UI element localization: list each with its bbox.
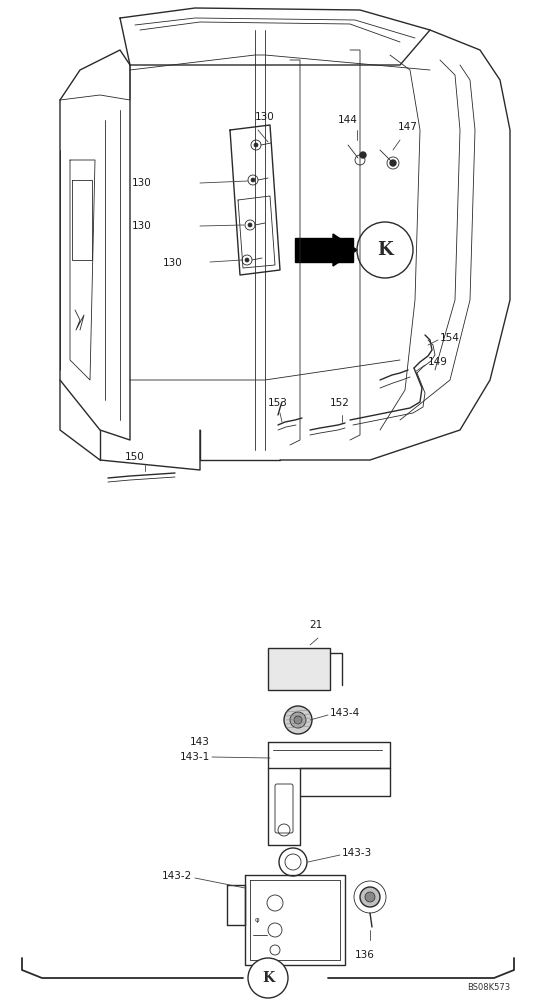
Circle shape bbox=[360, 152, 366, 158]
Circle shape bbox=[248, 958, 288, 998]
Text: 152: 152 bbox=[330, 398, 350, 408]
Text: 130: 130 bbox=[132, 178, 152, 188]
Text: 143-4: 143-4 bbox=[330, 708, 360, 718]
Text: 150: 150 bbox=[125, 452, 145, 462]
Text: 143-3: 143-3 bbox=[342, 848, 372, 858]
Polygon shape bbox=[333, 234, 357, 266]
Circle shape bbox=[248, 223, 252, 227]
Circle shape bbox=[294, 716, 302, 724]
Text: 143: 143 bbox=[190, 737, 210, 747]
Text: K: K bbox=[262, 971, 274, 985]
Text: 153: 153 bbox=[268, 398, 288, 408]
Text: 130: 130 bbox=[163, 258, 183, 268]
Circle shape bbox=[290, 712, 306, 728]
Circle shape bbox=[365, 892, 375, 902]
Text: 143-1: 143-1 bbox=[180, 752, 210, 762]
Bar bbox=[268, 648, 330, 690]
Text: 144: 144 bbox=[338, 115, 358, 125]
Text: 154: 154 bbox=[440, 333, 460, 343]
Circle shape bbox=[254, 143, 258, 147]
Circle shape bbox=[251, 178, 255, 182]
Text: φ: φ bbox=[255, 917, 259, 923]
Circle shape bbox=[390, 160, 396, 166]
Text: 136: 136 bbox=[355, 950, 375, 960]
Polygon shape bbox=[295, 238, 353, 262]
Text: 149: 149 bbox=[428, 357, 448, 367]
Text: 130: 130 bbox=[132, 221, 152, 231]
Circle shape bbox=[245, 258, 249, 262]
Text: K: K bbox=[377, 241, 393, 259]
Circle shape bbox=[284, 706, 312, 734]
Text: 147: 147 bbox=[398, 122, 418, 132]
Text: BS08K573: BS08K573 bbox=[467, 983, 510, 992]
Circle shape bbox=[360, 887, 380, 907]
Text: 130: 130 bbox=[255, 112, 275, 122]
Text: 143-2: 143-2 bbox=[162, 871, 192, 881]
Text: 21: 21 bbox=[309, 620, 323, 630]
